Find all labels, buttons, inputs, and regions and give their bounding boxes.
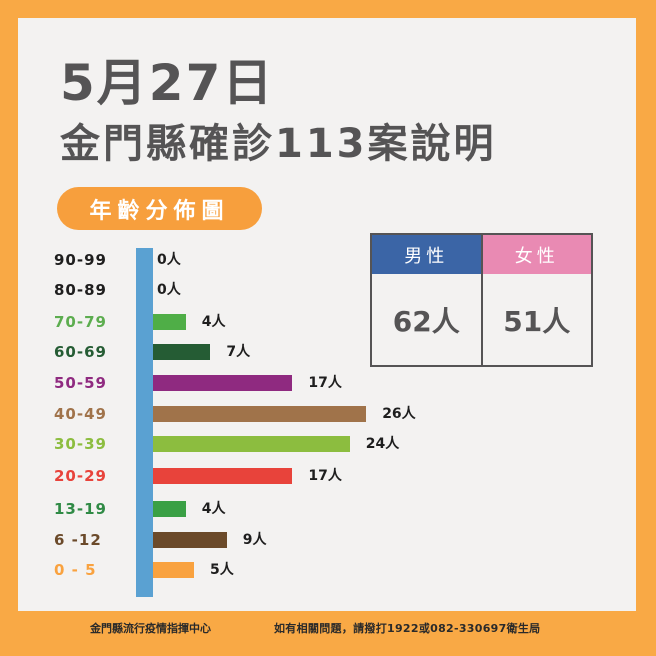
gender-column-female: 女性 51人 (480, 235, 591, 365)
age-count-label: 0人 (157, 282, 181, 298)
male-count: 62人 (392, 304, 460, 338)
chart-row: 30-39 24人 (18, 434, 618, 454)
age-bar (153, 406, 367, 422)
age-bar (153, 562, 194, 578)
chart-row: 50-59 17人 (18, 373, 618, 393)
chart-row: 13-19 4人 (18, 499, 618, 519)
age-count-label: 7人 (226, 344, 251, 360)
age-group-label: 60-69 (54, 343, 107, 361)
age-count-label: 4人 (201, 501, 226, 517)
age-count-label: 9人 (242, 532, 267, 548)
age-bar (153, 468, 293, 484)
age-group-label: 50-59 (54, 374, 107, 392)
age-group-label: 0 - 5 (54, 561, 97, 579)
age-group-label: 20-29 (54, 467, 107, 485)
age-count-label: 17人 (308, 375, 342, 391)
date-title: 5月27日 (60, 54, 275, 112)
content-panel: 5月27日 金門縣確診113案說明 年齡分佈圖 90-99 0人 80-89 0人 70… (18, 18, 636, 611)
age-count-label: 17人 (308, 468, 342, 484)
age-bar (153, 314, 186, 330)
age-group-label: 6 -12 (54, 531, 102, 549)
chart-row: 0 - 5 5人 (18, 560, 618, 580)
chart-row: 70-79 4人 (18, 312, 618, 332)
age-count-label: 0人 (157, 252, 181, 268)
chart-row: 90-99 0人 (18, 250, 618, 270)
age-count-label: 5人 (210, 562, 234, 578)
age-bar (153, 436, 350, 452)
chart-row: 40-49 26人 (18, 404, 618, 424)
age-group-label: 70-79 (54, 313, 107, 331)
chart-axis-bar (136, 248, 153, 597)
age-group-label: 13-19 (54, 500, 107, 518)
section-label-age-distribution: 年齡分佈圖 (57, 187, 262, 230)
page-title: 金門縣確診113案說明 (60, 121, 497, 167)
age-group-label: 40-49 (54, 405, 107, 423)
age-count-label: 24人 (365, 436, 400, 452)
age-bar (153, 375, 293, 391)
age-count-label: 4人 (201, 314, 226, 330)
footer-contact: 如有相關問題，請撥打1922或082-330697衛生局 (274, 622, 541, 635)
chart-row: 6 -12 9人 (18, 530, 618, 550)
gender-summary-table: 男性 62人 女性 51人 (370, 233, 593, 367)
age-group-label: 30-39 (54, 435, 107, 453)
age-group-label: 90-99 (54, 251, 107, 269)
gender-column-male: 男性 62人 (372, 235, 481, 365)
chart-row: 20-29 17人 (18, 466, 618, 486)
female-count: 51人 (503, 304, 571, 338)
age-bar (153, 344, 211, 360)
footer-org: 金門縣流行疫情指揮中心 (90, 622, 211, 635)
chart-row: 80-89 0人 (18, 280, 618, 300)
age-bar (153, 532, 227, 548)
age-bar (153, 501, 186, 517)
male-header: 男性 (372, 235, 481, 274)
age-group-label: 80-89 (54, 281, 107, 299)
age-count-label: 26人 (382, 406, 416, 422)
chart-row: 60-69 7人 (18, 342, 618, 362)
female-header: 女性 (482, 235, 591, 274)
